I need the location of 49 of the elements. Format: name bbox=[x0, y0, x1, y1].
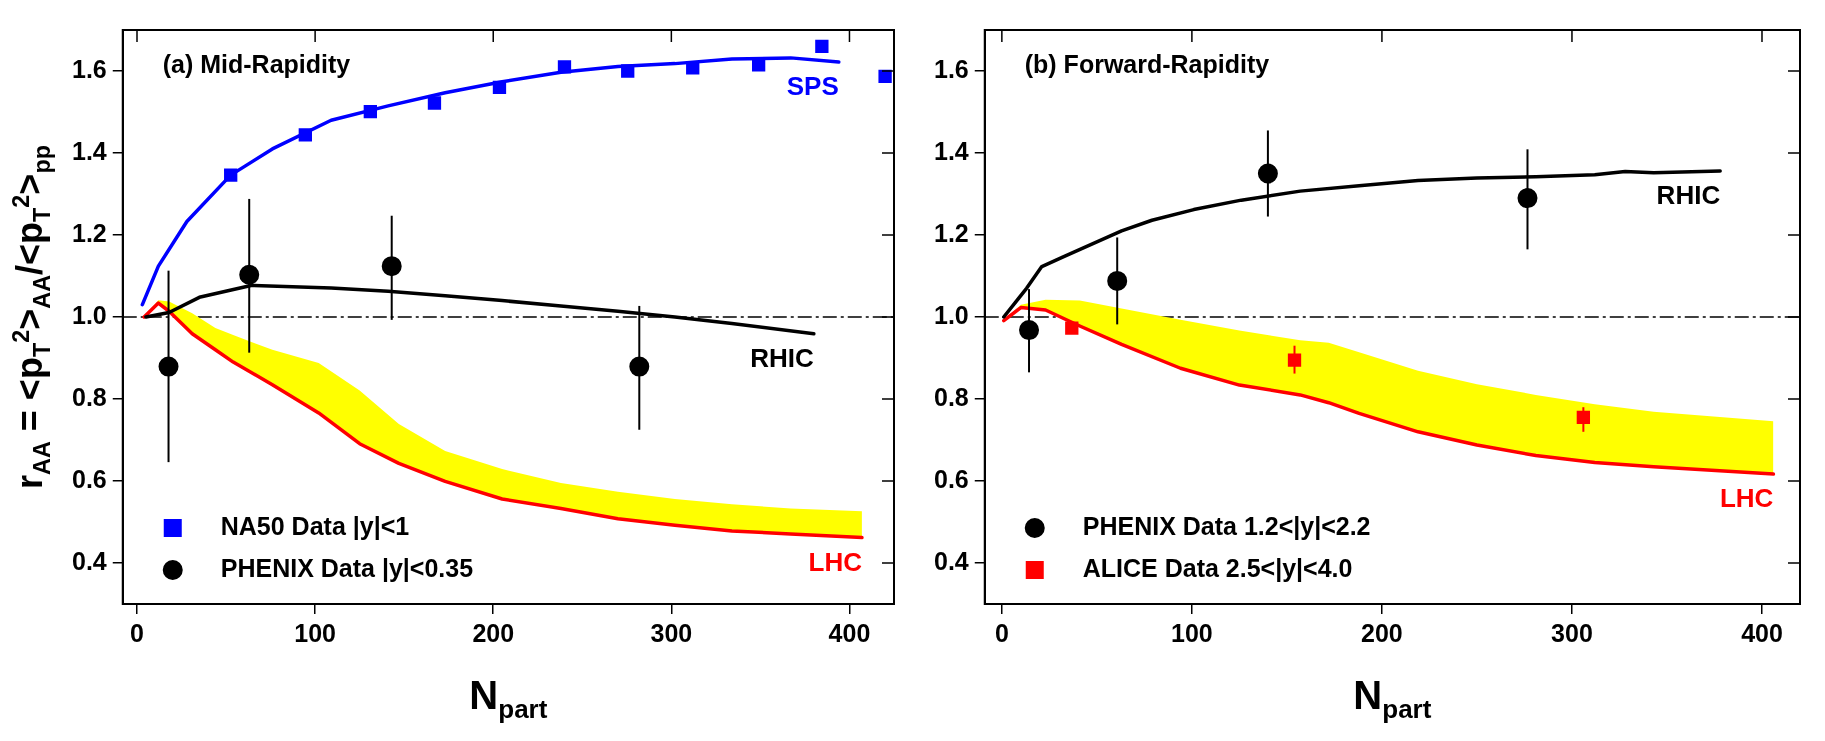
annotation: (a) Mid-Rapidity bbox=[162, 49, 351, 78]
point bbox=[621, 64, 635, 78]
point bbox=[492, 80, 507, 95]
x-axis-title: N$_{part}$ bbox=[1353, 673, 1432, 724]
point bbox=[1065, 321, 1079, 335]
x-axis-title: N$_{part}$ bbox=[469, 673, 548, 724]
y-tick-label: 1.6 bbox=[71, 54, 107, 83]
point bbox=[363, 104, 377, 119]
legend-label: PHENIX Data |y|<0.35 bbox=[220, 553, 474, 582]
x-tick-label: 0 bbox=[130, 618, 144, 647]
x-tick-label: 100 bbox=[294, 618, 336, 647]
y-tick-label: 0.4 bbox=[71, 546, 107, 575]
y-tick-label: 0.8 bbox=[71, 382, 107, 411]
y-tick-label: 0.6 bbox=[933, 464, 969, 493]
point bbox=[224, 168, 238, 182]
point bbox=[427, 96, 442, 110]
legend-label: PHENIX Data 1.2<|y|<2.2 bbox=[1082, 511, 1371, 540]
x-tick-label: 400 bbox=[1741, 618, 1783, 647]
y-tick-label: 1.2 bbox=[933, 218, 969, 247]
x-tick-label: 200 bbox=[472, 618, 515, 647]
annotation: (b) Forward-Rapidity bbox=[1024, 49, 1270, 78]
point bbox=[686, 61, 700, 75]
legend-label: NA50 Data |y|<1 bbox=[220, 511, 410, 540]
series-label: RHIC bbox=[1656, 180, 1721, 211]
point bbox=[751, 58, 766, 72]
y-tick-label: 1.2 bbox=[71, 218, 107, 247]
y-tick-label: 1.0 bbox=[933, 300, 969, 329]
series-label: LHC bbox=[808, 546, 863, 577]
x-tick-label: 100 bbox=[1171, 618, 1213, 647]
point bbox=[557, 60, 572, 74]
y-tick-label: 0.8 bbox=[933, 382, 969, 411]
y-tick-label: 1.4 bbox=[71, 136, 107, 165]
series-label: LHC bbox=[1719, 483, 1774, 514]
x-tick-label: 300 bbox=[1551, 618, 1593, 647]
y-tick-label: 0.4 bbox=[933, 546, 969, 575]
point bbox=[878, 69, 892, 83]
x-tick-label: 300 bbox=[650, 618, 693, 647]
y-tick-label: 1.6 bbox=[933, 54, 969, 83]
y-tick-label: 1.0 bbox=[71, 300, 107, 329]
legend-label: ALICE Data 2.5<|y|<4.0 bbox=[1082, 553, 1353, 582]
point bbox=[298, 128, 312, 142]
series-label: SPS bbox=[786, 71, 839, 102]
y-tick-label: 1.4 bbox=[933, 136, 969, 165]
x-tick-label: 0 bbox=[994, 618, 1009, 647]
point bbox=[815, 39, 829, 54]
x-tick-label: 200 bbox=[1361, 618, 1403, 647]
x-tick-label: 400 bbox=[828, 618, 871, 647]
series-label: RHIC bbox=[750, 342, 815, 373]
y-tick-label: 0.6 bbox=[71, 464, 107, 493]
